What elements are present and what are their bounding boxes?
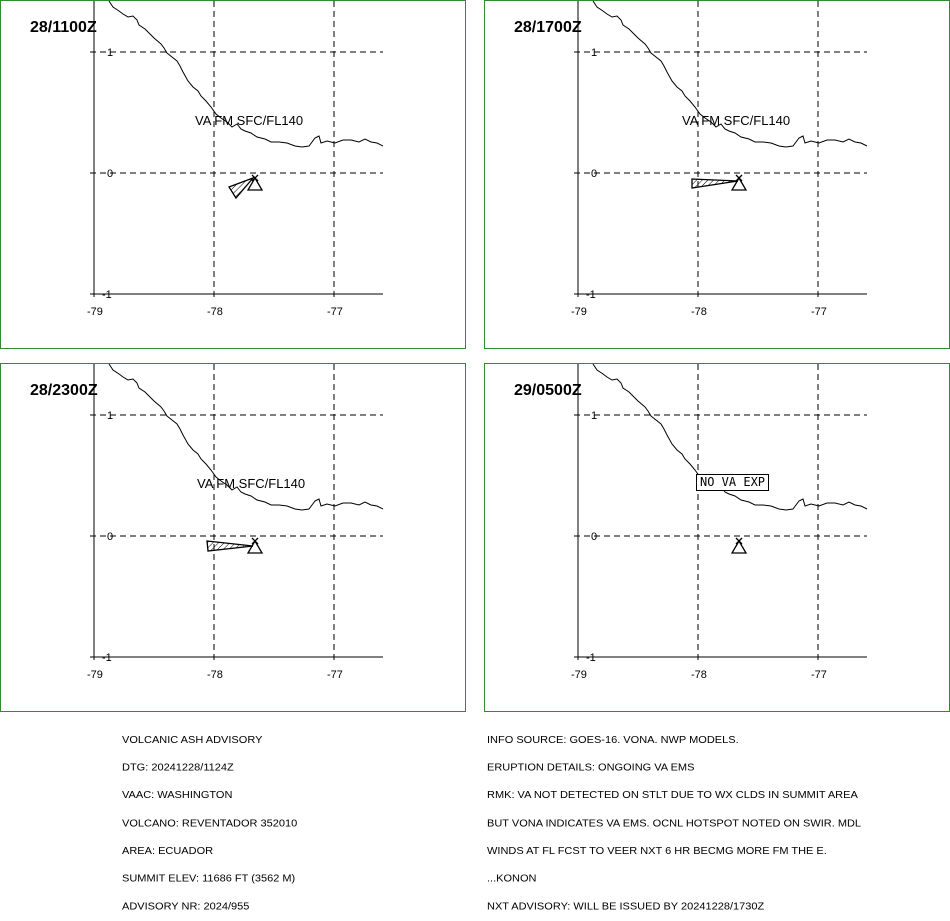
map-canvas-2: -79 -78 -77 1 0 -1 xyxy=(571,0,868,318)
forecast-panel-2: -79 -78 -77 1 0 -1 28/1700Z VA FM SFC/FL140 xyxy=(484,0,950,349)
lat-tick-label: 1 xyxy=(591,47,597,59)
lon-tick-label: -77 xyxy=(811,669,827,681)
lat-tick-label: 1 xyxy=(107,47,113,59)
panel-title: 28/1100Z xyxy=(30,19,97,36)
map-canvas-3: -79 -78 -77 1 0 -1 xyxy=(87,363,384,681)
lon-tick-label: -78 xyxy=(691,669,707,681)
ash-area xyxy=(691,178,739,189)
lat-tick-label: -1 xyxy=(102,652,112,664)
lon-tick-label: -77 xyxy=(327,669,343,681)
lon-tick-label: -79 xyxy=(87,306,103,318)
lon-tick-label: -77 xyxy=(327,306,343,318)
coastline xyxy=(108,363,384,511)
lat-tick-label: 1 xyxy=(591,410,597,422)
advisory-line: ERUPTION DETAILS: ONGOING VA EMS xyxy=(487,762,695,774)
ash-area xyxy=(228,176,256,200)
advisory-line: VOLCANO: REVENTADOR 352010 xyxy=(122,817,298,829)
advisory-line: INFO SOURCE: GOES-16. VONA. NWP MODELS. xyxy=(487,734,739,746)
x-mark-icon xyxy=(735,537,743,545)
advisory-line: DTG: 20241228/1124Z xyxy=(122,762,234,774)
lat-tick-label: -1 xyxy=(586,289,596,301)
coastline xyxy=(592,0,868,148)
lat-tick-label: -1 xyxy=(586,652,596,664)
forecast-panel-3: -79 -78 -77 1 0 -1 28/2300Z VA FM SFC/FL140 xyxy=(0,363,466,712)
lat-tick-label: 0 xyxy=(107,168,113,180)
ash-area xyxy=(206,540,254,552)
volcano-icon xyxy=(730,539,748,554)
x-mark-icon xyxy=(735,174,743,182)
lon-tick-label: -78 xyxy=(691,306,707,318)
ash-label: VA FM SFC/FL140 xyxy=(197,476,306,491)
advisory-left-text: VOLCANIC ASH ADVISORY DTG: 20241228/1124… xyxy=(122,717,297,921)
ash-label: VA FM SFC/FL140 xyxy=(195,113,304,128)
lon-tick-label: -79 xyxy=(87,669,103,681)
lat-tick-label: 0 xyxy=(591,531,597,543)
map-canvas-4: -79 -78 -77 1 0 -1 xyxy=(571,363,868,681)
advisory-line: BUT VONA INDICATES VA EMS. OCNL HOTSPOT … xyxy=(487,817,862,829)
lon-tick-label: -77 xyxy=(811,306,827,318)
coastline xyxy=(108,0,384,148)
lat-tick-label: 0 xyxy=(591,168,597,180)
volcano-icon xyxy=(246,176,264,191)
map-canvas-1: -79 -78 -77 1 0 -1 xyxy=(87,0,384,318)
forecast-panel-4: -79 -78 -77 1 0 -1 29/0500Z NO VA EXP xyxy=(484,363,950,712)
lon-tick-label: -78 xyxy=(207,669,223,681)
ash-label: VA FM SFC/FL140 xyxy=(682,113,791,128)
volcano-icon xyxy=(730,176,748,191)
panel-title: 28/1700Z xyxy=(514,19,582,36)
advisory-line: VAAC: WASHINGTON xyxy=(122,790,233,802)
panel-title: 28/2300Z xyxy=(30,382,98,399)
lat-tick-label: 0 xyxy=(107,531,113,543)
x-mark-icon xyxy=(251,174,259,182)
panel-title: 29/0500Z xyxy=(514,382,582,399)
lat-tick-label: 1 xyxy=(107,410,113,422)
advisory-line: NXT ADVISORY: WILL BE ISSUED BY 20241228… xyxy=(487,901,765,913)
lon-tick-label: -79 xyxy=(571,669,587,681)
no-va-box: NO VA EXP xyxy=(696,474,770,491)
lon-tick-label: -79 xyxy=(571,306,587,318)
advisory-line: SUMMIT ELEV: 11686 FT (3562 M) xyxy=(122,873,296,885)
advisory-line: ...KONON xyxy=(487,873,537,885)
advisory-line: ADVISORY NR: 2024/955 xyxy=(122,901,250,913)
advisory-line: RMK: VA NOT DETECTED ON STLT DUE TO WX C… xyxy=(487,790,858,802)
lon-tick-label: -78 xyxy=(207,306,223,318)
advisory-right-text: INFO SOURCE: GOES-16. VONA. NWP MODELS. … xyxy=(487,717,861,921)
advisory-line: WINDS AT FL FCST TO VEER NXT 6 HR BECMG … xyxy=(487,845,827,857)
advisory-line: AREA: ECUADOR xyxy=(122,845,214,857)
x-mark-icon xyxy=(251,537,259,545)
forecast-panel-1: -79 -78 -77 1 0 -1 28/1100Z VA FM SFC/FL140 xyxy=(0,0,466,349)
volcano-icon xyxy=(246,539,264,554)
lat-tick-label: -1 xyxy=(102,289,112,301)
advisory-line: VOLCANIC ASH ADVISORY xyxy=(122,734,263,746)
